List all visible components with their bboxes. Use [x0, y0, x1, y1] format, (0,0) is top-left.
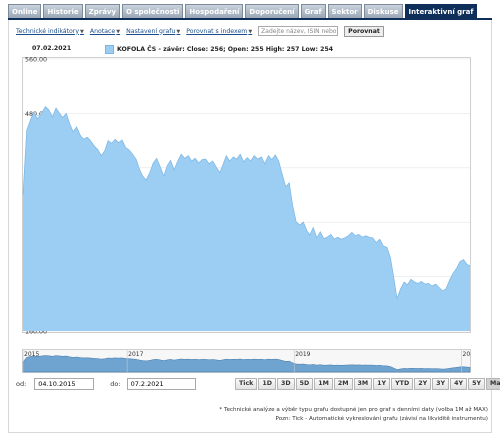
chart-frame — [22, 57, 471, 333]
from-label: od: — [16, 380, 27, 388]
y-tick-label: 160.00 — [25, 329, 47, 336]
range-buttons: Tick1D3D5D1M2M3M1YYTD2Y3Y4Y5YMax — [235, 378, 500, 390]
range-button-ytd[interactable]: YTD — [391, 378, 414, 390]
chart-settings-link[interactable]: Nastavení grafu▼ — [126, 27, 181, 35]
tab-diskuse[interactable]: Diskuse — [363, 4, 403, 18]
chart-legend[interactable]: KOFOLA ČS - závěr: Close: 256; Open: 255… — [105, 45, 333, 54]
range-button-3y[interactable]: 3Y — [432, 378, 450, 390]
chevron-down-icon: ▼ — [248, 28, 253, 35]
range-button-5d[interactable]: 5D — [295, 378, 314, 390]
price-area — [23, 106, 470, 331]
tab-historie[interactable]: Historie — [43, 4, 83, 18]
date-range: od: 04.10.2015 do: 07.2.2021 — [16, 377, 196, 391]
range-button-1m[interactable]: 1M — [314, 378, 333, 390]
navigator-year-label: 2019 — [295, 351, 311, 358]
compare-index-link[interactable]: Porovnat s indexem▼ — [186, 27, 253, 35]
navigator-year-label: 20 — [462, 351, 471, 358]
technical-indicators-link[interactable]: Technické indikátory▼ — [16, 27, 84, 35]
price-line — [22, 106, 471, 300]
range-button-3m[interactable]: 3M — [353, 378, 373, 390]
tab-o-společnosti[interactable]: O společnosti — [122, 4, 184, 18]
navigator-year-label: 2017 — [128, 351, 144, 358]
chevron-down-icon: ▼ — [80, 28, 84, 35]
chart-date: 07.02.2021 — [32, 45, 72, 52]
chevron-down-icon: ▼ — [176, 28, 181, 35]
tab-underline — [8, 18, 492, 20]
legend-label: KOFOLA ČS - závěr: Close: 256; Open: 255… — [117, 46, 334, 53]
tab-interaktivní-graf[interactable]: Interaktivní graf — [404, 4, 478, 18]
to-label: do: — [110, 380, 121, 388]
tab-hospodaření[interactable]: Hospodaření — [185, 4, 244, 18]
compare-search-input[interactable]: Zadejte název, ISIN nebo — [258, 26, 339, 36]
tab-bar: Online Historie Zprávy O společnosti Hospoda… — [8, 4, 478, 18]
legend-swatch — [105, 45, 114, 54]
range-button-2m[interactable]: 2M — [333, 378, 353, 390]
compare-button[interactable]: Porovnat — [344, 25, 384, 37]
tab-sektor[interactable]: Sektor — [327, 4, 362, 18]
range-button-2y[interactable]: 2Y — [414, 378, 432, 390]
range-button-5y[interactable]: 5Y — [468, 378, 486, 390]
range-button-4y[interactable]: 4Y — [450, 378, 468, 390]
range-button-1y[interactable]: 1Y — [373, 378, 391, 390]
tab-graf[interactable]: Graf — [300, 4, 326, 18]
y-tick-label: 560.00 — [25, 57, 47, 64]
tab-online[interactable]: Online — [8, 4, 42, 18]
navigator[interactable] — [22, 349, 471, 373]
range-button-3d[interactable]: 3D — [276, 378, 295, 390]
to-date-input[interactable]: 07.2.2021 — [126, 378, 196, 390]
chart-toolbar: Technické indikátory▼ Anotace▼ Nastavení… — [16, 25, 384, 37]
from-date-input[interactable]: 04.10.2015 — [34, 378, 95, 390]
note-technical: * Technické analýze a výběr typu grafu d… — [219, 407, 488, 413]
y-tick-label: 480.00 — [25, 111, 47, 118]
note-tick: Pozn: Tick - Automatické vykreslování gr… — [275, 416, 488, 422]
annotations-link[interactable]: Anotace▼ — [89, 27, 121, 35]
range-button-max[interactable]: Max — [486, 378, 500, 390]
chevron-down-icon: ▼ — [116, 28, 121, 35]
range-button-1d[interactable]: 1D — [258, 378, 276, 390]
range-button-tick[interactable]: Tick — [235, 378, 258, 390]
navigator-year-label: 2015 — [24, 351, 40, 358]
tab-doporučení[interactable]: Doporučení — [245, 4, 299, 18]
tab-zprávy[interactable]: Zprávy — [84, 4, 121, 18]
